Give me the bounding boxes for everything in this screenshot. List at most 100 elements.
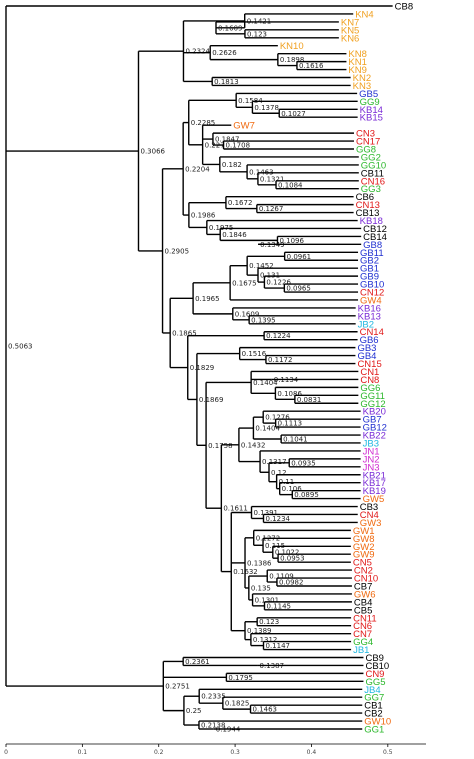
leaf-label: CB1 <box>364 701 382 712</box>
node-distance-label: 0.1378 <box>254 104 279 112</box>
leaf-label: GW2 <box>353 542 375 553</box>
node-distance-label: 0.1301 <box>255 596 280 604</box>
leaf-label: CN11 <box>353 613 377 624</box>
leaf-label: GB9 <box>360 272 379 283</box>
leaf-label: CN17 <box>356 137 380 148</box>
leaf-label: CN13 <box>356 200 380 211</box>
leaf-label: KN10 <box>280 41 304 52</box>
node-distance-label: 0.1708 <box>226 142 251 150</box>
leaf-label: KN2 <box>353 73 371 84</box>
leaf-label: JN1 <box>363 446 380 457</box>
node-distance-label: 0.1086 <box>277 390 302 398</box>
node-distance-label: 0.0953 <box>280 555 305 563</box>
leaf-label: GG5 <box>365 677 385 688</box>
leaf-label: GG10 <box>361 160 386 171</box>
node-distance-label: 0.2905 <box>165 247 190 255</box>
leaf-label: KN5 <box>341 25 359 36</box>
node-distance-label: 0.2751 <box>165 683 190 691</box>
leaf-label: CB6 <box>356 192 374 203</box>
leaf-label: JB2 <box>358 319 374 330</box>
leaf-label: GG11 <box>360 391 385 402</box>
node-distance-label: 0.1758 <box>208 442 233 450</box>
leaf-label: KB21 <box>363 470 386 481</box>
node-distance-label: 0.1267 <box>259 205 284 213</box>
leaf-label: JB4 <box>364 685 380 696</box>
leaf-label: CB9 <box>365 653 383 664</box>
node-distance-label: 0.1965 <box>195 295 220 303</box>
leaf-label: KN6 <box>341 33 359 44</box>
leaf-label: GB1 <box>360 264 379 275</box>
leaf-label: CN3 <box>356 129 375 140</box>
leaf-label: GG2 <box>361 152 381 163</box>
node-distance-label: 0.1395 <box>251 316 276 324</box>
leaf-label: CB8 <box>395 2 413 13</box>
leaf-label: GG12 <box>360 399 385 410</box>
node-distance-label: 0.1172 <box>268 356 293 364</box>
leaf-label: KN8 <box>348 49 366 60</box>
node-distance-label: 0.1312 <box>253 636 278 644</box>
leaf-label: KN1 <box>348 57 366 68</box>
node-distance-label: 0.1109 <box>269 573 294 581</box>
leaf-label: CB12 <box>363 224 387 235</box>
leaf-label: CB3 <box>360 502 378 513</box>
leaf-label: CB2 <box>364 709 382 720</box>
node-distance-label: 0.1386 <box>247 559 272 567</box>
leaf-label: GW10 <box>364 717 391 728</box>
leaf-label: CB5 <box>354 605 372 616</box>
leaf-label: GB3 <box>357 343 376 354</box>
node-distance-label: 0.1084 <box>278 181 303 189</box>
node-distance-label: 0.1672 <box>228 199 253 207</box>
node-distance-label: 0.106 <box>282 485 303 493</box>
node-distance-label: 0.182 <box>222 161 242 169</box>
node-distance-label: 0.1234 <box>265 515 290 523</box>
leaf-label: GG3 <box>361 184 381 195</box>
node-distance-label: 0.1616 <box>299 62 324 70</box>
leaf-label: CN16 <box>361 176 385 187</box>
node-distance-label: 0.1113 <box>278 420 303 428</box>
scale-tick-label: 0 <box>4 749 8 756</box>
node-distance-label: 0.0965 <box>286 285 311 293</box>
node-distance-label: 0.1317 <box>262 458 287 466</box>
node-distance-label: 0.2626 <box>212 49 237 57</box>
node-distance-label: 0.1391 <box>254 509 279 517</box>
node-distance-label: 0.2361 <box>185 658 210 666</box>
node-distance-label: 0.1276 <box>265 414 290 422</box>
node-distance-label: 0.1404 <box>255 425 280 433</box>
leaf-label: CN9 <box>365 669 384 680</box>
node-distance-label: 0.1865 <box>172 329 197 337</box>
leaf-label: GW8 <box>353 534 375 545</box>
leaf-label: KB22 <box>363 431 386 442</box>
scale-tick-label: 0.2 <box>154 749 164 756</box>
node-distance-label: 0.1096 <box>279 237 304 245</box>
node-distance-label: 0.1321 <box>260 175 285 183</box>
leaf-label: GW1 <box>353 526 375 537</box>
node-distance-label: 0.1022 <box>275 549 300 557</box>
leaf-label: GB6 <box>360 335 379 346</box>
node-distance-label: 0.2204 <box>185 165 210 173</box>
leaf-label: GB12 <box>363 423 387 434</box>
node-distance-label: 0.1609 <box>235 310 259 318</box>
scale-tick-label: 0.5 <box>383 749 393 756</box>
leaf-label: KB14 <box>360 105 383 116</box>
leaf-label: JB1 <box>353 645 369 656</box>
leaf-label: GW6 <box>354 589 376 600</box>
node-distance-label: 0.1611 <box>223 505 248 513</box>
node-distance-label: 0.1609 <box>218 24 243 32</box>
leaf-label: CB10 <box>365 661 389 672</box>
leaf-label: KN9 <box>348 65 366 76</box>
node-distance-label: 0.12 <box>271 469 287 477</box>
node-distance-label: 0.1041 <box>283 436 308 444</box>
leaf-label: GB5 <box>359 89 378 100</box>
node-distance-label: 0.0895 <box>294 491 319 499</box>
leaf-label: KB16 <box>358 303 381 314</box>
node-distance-label: 0.1898 <box>280 56 305 64</box>
leaf-label: JB3 <box>363 438 379 449</box>
node-distance-label: 0.1795 <box>228 674 253 682</box>
leaf-label: JN2 <box>363 454 380 465</box>
leaf-label: JN3 <box>363 462 380 473</box>
node-distance-label: 0.1027 <box>281 110 306 118</box>
node-distance-label: 0.123 <box>259 618 279 626</box>
node-distance-label: 0.1829 <box>190 364 215 372</box>
leaf-label: CN4 <box>360 510 379 521</box>
leaf-label: GG9 <box>360 97 380 108</box>
